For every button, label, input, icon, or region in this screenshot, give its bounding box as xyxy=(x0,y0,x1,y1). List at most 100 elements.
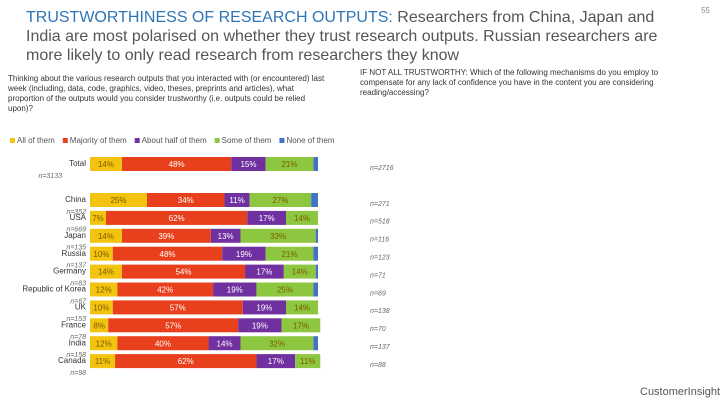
value-label: 21% xyxy=(281,160,297,169)
bar-segment xyxy=(90,228,122,243)
bar-segment xyxy=(249,193,312,207)
title-rest: Researchers from China, Japan and India … xyxy=(26,9,658,64)
value-label: 12% xyxy=(96,339,112,348)
bar-segment xyxy=(90,246,113,261)
value-label: 14% xyxy=(217,339,233,348)
n-left: n=67 xyxy=(70,298,87,305)
question-right: IF NOT ALL TRUSTWORTHY: Which of the fol… xyxy=(360,68,659,97)
n-left: n=135 xyxy=(66,245,86,252)
category-label: Republic of Korea xyxy=(22,285,86,294)
bar-segment xyxy=(286,210,318,225)
bar-segment xyxy=(315,228,318,243)
bar-segment xyxy=(90,210,106,225)
category-label: Total xyxy=(69,159,86,168)
value-label: 14% xyxy=(98,232,114,241)
bar-segment xyxy=(90,282,118,297)
category-label: Germany xyxy=(53,267,86,276)
bar-segment xyxy=(117,282,214,297)
value-label: 17% xyxy=(293,321,309,330)
n-left: n=137 xyxy=(66,263,87,270)
legend-label: Some of them xyxy=(222,136,272,145)
bar-segment xyxy=(265,157,314,171)
value-label: 11% xyxy=(300,357,315,366)
bar-segment xyxy=(286,300,318,315)
category-label: France xyxy=(61,320,86,329)
bar-segment xyxy=(245,264,284,279)
bar-segment xyxy=(90,318,109,333)
legend-label: Majority of them xyxy=(70,136,127,145)
value-label: 11% xyxy=(95,357,110,366)
title: TRUSTWORTHINESS OF RESEARCH OUTPUTS: Res… xyxy=(26,8,666,65)
value-label: 27% xyxy=(272,196,288,205)
value-label: 34% xyxy=(178,196,194,205)
value-label: 14% xyxy=(294,214,310,223)
bar-segment xyxy=(265,246,314,261)
bar-segment xyxy=(90,264,122,279)
value-label: 25% xyxy=(277,286,293,295)
n-right: n=137 xyxy=(370,344,391,351)
n-right: n=271 xyxy=(370,201,390,208)
bar-segment xyxy=(121,228,211,243)
category-label: China xyxy=(65,195,86,204)
bar-segment xyxy=(117,336,209,351)
legend-swatch xyxy=(10,138,15,143)
value-label: 33% xyxy=(270,232,286,241)
bar-segment xyxy=(222,246,266,261)
value-label: 11% xyxy=(229,196,244,205)
value-label: 17% xyxy=(259,214,275,223)
bar-segment xyxy=(313,246,318,261)
value-label: 21% xyxy=(281,250,297,259)
value-label: 25% xyxy=(110,196,126,205)
n-right: n=123 xyxy=(370,255,390,262)
value-label: 10% xyxy=(93,304,109,313)
bar-segment xyxy=(256,354,296,369)
value-label: 54% xyxy=(175,268,191,277)
category-label: Russia xyxy=(62,249,87,258)
n-left: n=98 xyxy=(70,370,86,377)
value-label: 19% xyxy=(227,286,243,295)
legend-swatch xyxy=(62,138,68,143)
title-lead: TRUSTWORTHINESS OF RESEARCH OUTPUTS: xyxy=(26,9,393,26)
bar-segment xyxy=(238,318,282,333)
value-label: 32% xyxy=(269,339,285,348)
bar-segment xyxy=(256,282,314,297)
category-label: UK xyxy=(75,303,87,312)
value-label: 48% xyxy=(160,250,176,259)
bar-segment xyxy=(231,157,266,171)
bar-segment xyxy=(247,210,287,225)
value-label: 14% xyxy=(98,160,114,169)
bar-segment xyxy=(281,318,321,333)
legend-label: About half of them xyxy=(142,136,207,145)
value-label: 14% xyxy=(98,268,114,277)
bar-segment xyxy=(115,354,257,369)
value-label: 8% xyxy=(93,321,105,330)
bar-segment xyxy=(313,336,318,351)
value-label: 62% xyxy=(169,214,185,223)
value-label: 42% xyxy=(157,286,173,295)
bar-segment xyxy=(90,354,116,369)
bar-segment xyxy=(210,228,241,243)
value-label: 7% xyxy=(92,214,104,223)
bar-segment xyxy=(240,228,316,243)
bar-segment xyxy=(105,210,248,225)
bar-segment xyxy=(208,336,241,351)
page-number: 55 xyxy=(701,6,710,15)
bar-segment xyxy=(108,318,239,333)
category-label: USA xyxy=(70,213,87,222)
n-right: n=70 xyxy=(370,326,386,333)
n-left: n=3133 xyxy=(38,173,62,180)
value-label: 48% xyxy=(169,160,185,169)
n-left: n=153 xyxy=(66,316,86,323)
bar-segment xyxy=(213,282,257,297)
bar-segment xyxy=(112,246,223,261)
bar-segment xyxy=(313,282,318,297)
value-label: 19% xyxy=(252,321,268,330)
bar-segment xyxy=(283,264,316,279)
bar-segment xyxy=(224,193,250,207)
value-label: 39% xyxy=(158,232,174,241)
bar-segment xyxy=(90,193,147,207)
value-label: 57% xyxy=(170,304,186,313)
bar-segment xyxy=(90,336,118,351)
legend-swatch xyxy=(214,138,220,143)
value-label: 12% xyxy=(96,286,112,295)
